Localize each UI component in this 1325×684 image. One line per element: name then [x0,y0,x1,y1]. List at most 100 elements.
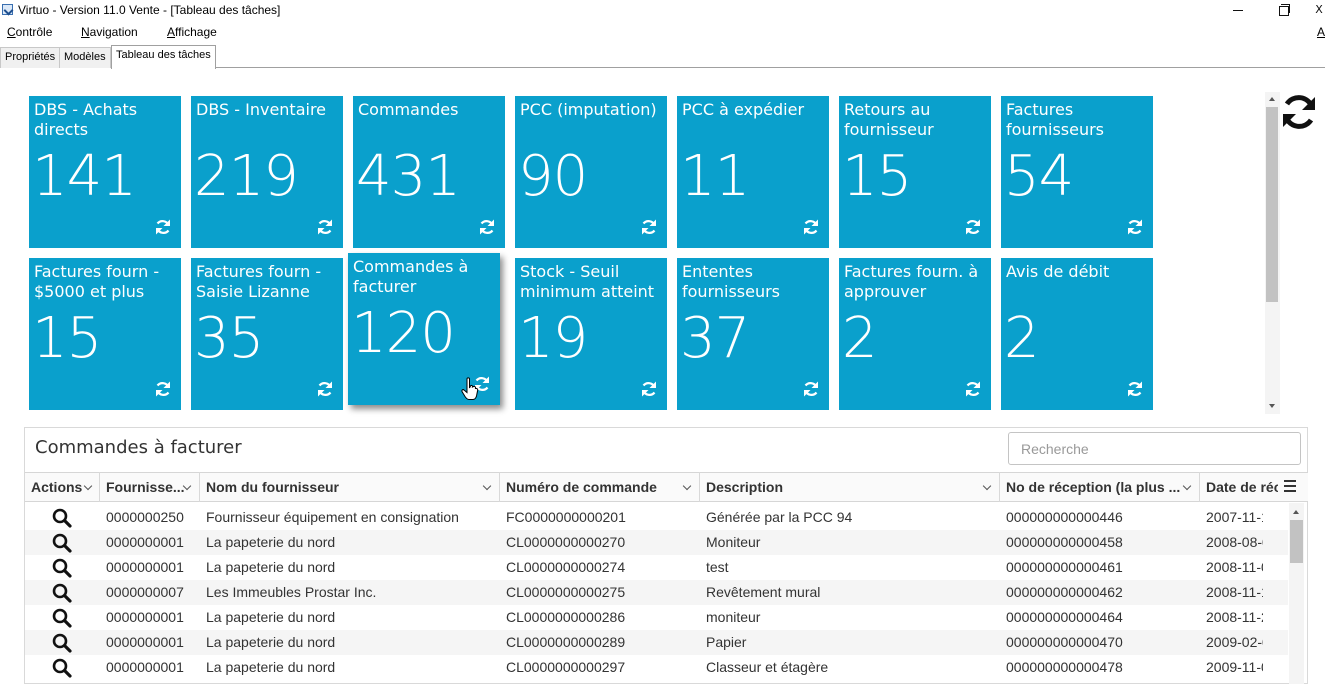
task-tile[interactable]: Factures fourn - Saisie Lizanne 35 [191,258,343,410]
tile-count: 11 [680,144,750,209]
magnifier-icon[interactable] [52,633,72,653]
cell-fournisseur: 0000000001 [106,659,184,675]
cell-description: Moniteur [706,534,761,550]
task-tile[interactable]: Factures fournisseurs 54 [1001,96,1153,248]
cell-commande: CL0000000000274 [506,559,626,575]
chevron-down-icon[interactable] [83,481,93,491]
refresh-icon[interactable] [802,218,820,236]
cell-fournisseur: 0000000001 [106,534,184,550]
title-bar: Virtuo - Version 11.0 Vente - [Tableau d… [0,0,1325,22]
table-row[interactable]: 0000000001 La papeterie du nord CL00000000… [25,530,1288,555]
menu-affichage[interactable]: Affichage [167,25,217,39]
cell-commande: CL0000000000270 [506,534,626,550]
task-tile[interactable]: Commandes à facturer 120 [348,253,500,405]
refresh-icon[interactable] [640,218,658,236]
column-header-no-reception[interactable]: No de réception (la plus ... [1000,472,1200,502]
refresh-icon[interactable] [154,380,172,398]
task-tile[interactable]: Ententes fournisseurs 37 [677,258,829,410]
chevron-down-icon[interactable] [682,481,692,491]
tile-title: Commandes à facturer [353,257,469,296]
refresh-icon[interactable] [964,218,982,236]
chevron-down-icon[interactable] [982,481,992,491]
refresh-icon[interactable] [478,218,496,236]
refresh-icon[interactable] [316,218,334,236]
task-tile[interactable]: PCC à expédier 11 [677,96,829,248]
tab-modeles[interactable]: Modèles [59,47,111,68]
table-row[interactable]: 0000000250 Fournisseur équipement en cons… [25,505,1288,530]
column-header-actions[interactable]: Actions [25,472,100,502]
scroll-up-arrow-icon[interactable] [1293,510,1299,514]
cell-date: 2008-11-27 1 [1206,609,1263,625]
hamburger-menu-icon[interactable] [1283,479,1297,493]
cell-date: 2009-11-01 1 [1206,659,1263,675]
refresh-icon[interactable] [316,380,334,398]
cell-commande: FC0000000000201 [506,509,626,525]
magnifier-icon[interactable] [52,583,72,603]
tab-proprietes[interactable]: Propriétés [0,47,61,68]
task-tile[interactable]: Factures fourn - $5000 et plus 15 [29,258,181,410]
chevron-down-icon[interactable] [1182,481,1192,491]
minimize-button[interactable] [1223,0,1253,22]
grid-scroll-thumb[interactable] [1290,520,1303,563]
refresh-icon[interactable] [640,380,658,398]
cell-reception: 000000000000458 [1006,534,1123,550]
refresh-icon[interactable] [154,218,172,236]
task-tile[interactable]: DBS - Achats directs 141 [29,96,181,248]
scroll-down-arrow-icon[interactable] [1269,404,1275,408]
refresh-icon[interactable] [802,380,820,398]
chevron-down-icon[interactable] [482,481,492,491]
magnifier-icon[interactable] [52,508,72,528]
table-row[interactable]: 0000000001 La papeterie du nord CL00000000… [25,655,1288,680]
dashboard-scroll-thumb[interactable] [1266,107,1278,302]
task-tile[interactable]: Stock - Seuil minimum atteint 19 [515,258,667,410]
column-header-date-reception[interactable]: Date de réc [1200,472,1278,502]
column-header-nom-fournisseur[interactable]: Nom du fournisseur [200,472,500,502]
tile-title: Commandes [358,100,459,119]
task-tile[interactable]: DBS - Inventaire 219 [191,96,343,248]
table-row[interactable]: 0000000001 La papeterie du nord CL00000000… [25,630,1288,655]
magnifier-icon[interactable] [52,658,72,678]
tile-title: Avis de débit [1006,262,1110,281]
task-tile[interactable]: Avis de débit 2 [1001,258,1153,410]
window-title: Virtuo - Version 11.0 Vente - [Tableau d… [18,3,281,17]
menu-navigation[interactable]: Navigation [81,25,138,39]
task-tile[interactable]: Factures fourn. à approuver 2 [839,258,991,410]
tile-title: Retours au fournisseur [844,100,934,139]
magnifier-icon[interactable] [52,533,72,553]
cell-nom: La papeterie du nord [206,534,336,550]
refresh-icon[interactable] [1126,380,1144,398]
tile-count: 90 [518,144,588,209]
task-tile[interactable]: PCC (imputation) 90 [515,96,667,248]
cell-commande: CL0000000000286 [506,609,626,625]
tile-count: 15 [842,144,912,209]
cell-commande: CL0000000000289 [506,634,626,650]
app-icon [2,4,13,15]
restore-button[interactable] [1268,0,1298,22]
column-header-numero-commande[interactable]: Numéro de commande [500,472,700,502]
column-header-label: Description [706,479,784,495]
table-row[interactable]: 0000000001 La papeterie du nord CL00000000… [25,605,1288,630]
scroll-up-arrow-icon[interactable] [1269,97,1275,101]
column-header-description[interactable]: Description [700,472,1000,502]
table-row[interactable]: 0000000001 La papeterie du nord CL00000000… [25,555,1288,580]
cell-date: 2008-11-07 1 [1206,559,1263,575]
tab-tableau-des-taches[interactable]: Tableau des tâches [111,45,216,69]
cell-nom: Fournisseur équipement en consignation [206,509,459,525]
tile-title: PCC (imputation) [520,100,657,119]
menu-controle[interactable]: Contrôle [7,25,52,39]
search-input[interactable] [1008,432,1301,465]
magnifier-icon[interactable] [52,558,72,578]
menu-controle-accelerator: C [7,25,16,39]
menu-item-right[interactable]: A [1316,25,1325,39]
magnifier-icon[interactable] [52,608,72,628]
tile-count: 37 [680,306,750,371]
task-tile[interactable]: Commandes 431 [353,96,505,248]
table-row[interactable]: 0000000007 Les Immeubles Prostar Inc. CL00… [25,580,1288,605]
close-button[interactable]: X [1315,3,1323,16]
column-header-fournisseur[interactable]: Fournisse... [100,472,200,502]
refresh-icon[interactable] [964,380,982,398]
cell-fournisseur: 0000000001 [106,609,184,625]
refresh-icon[interactable] [1126,218,1144,236]
dashboard-refresh-icon[interactable] [1279,92,1319,132]
task-tile[interactable]: Retours au fournisseur 15 [839,96,991,248]
